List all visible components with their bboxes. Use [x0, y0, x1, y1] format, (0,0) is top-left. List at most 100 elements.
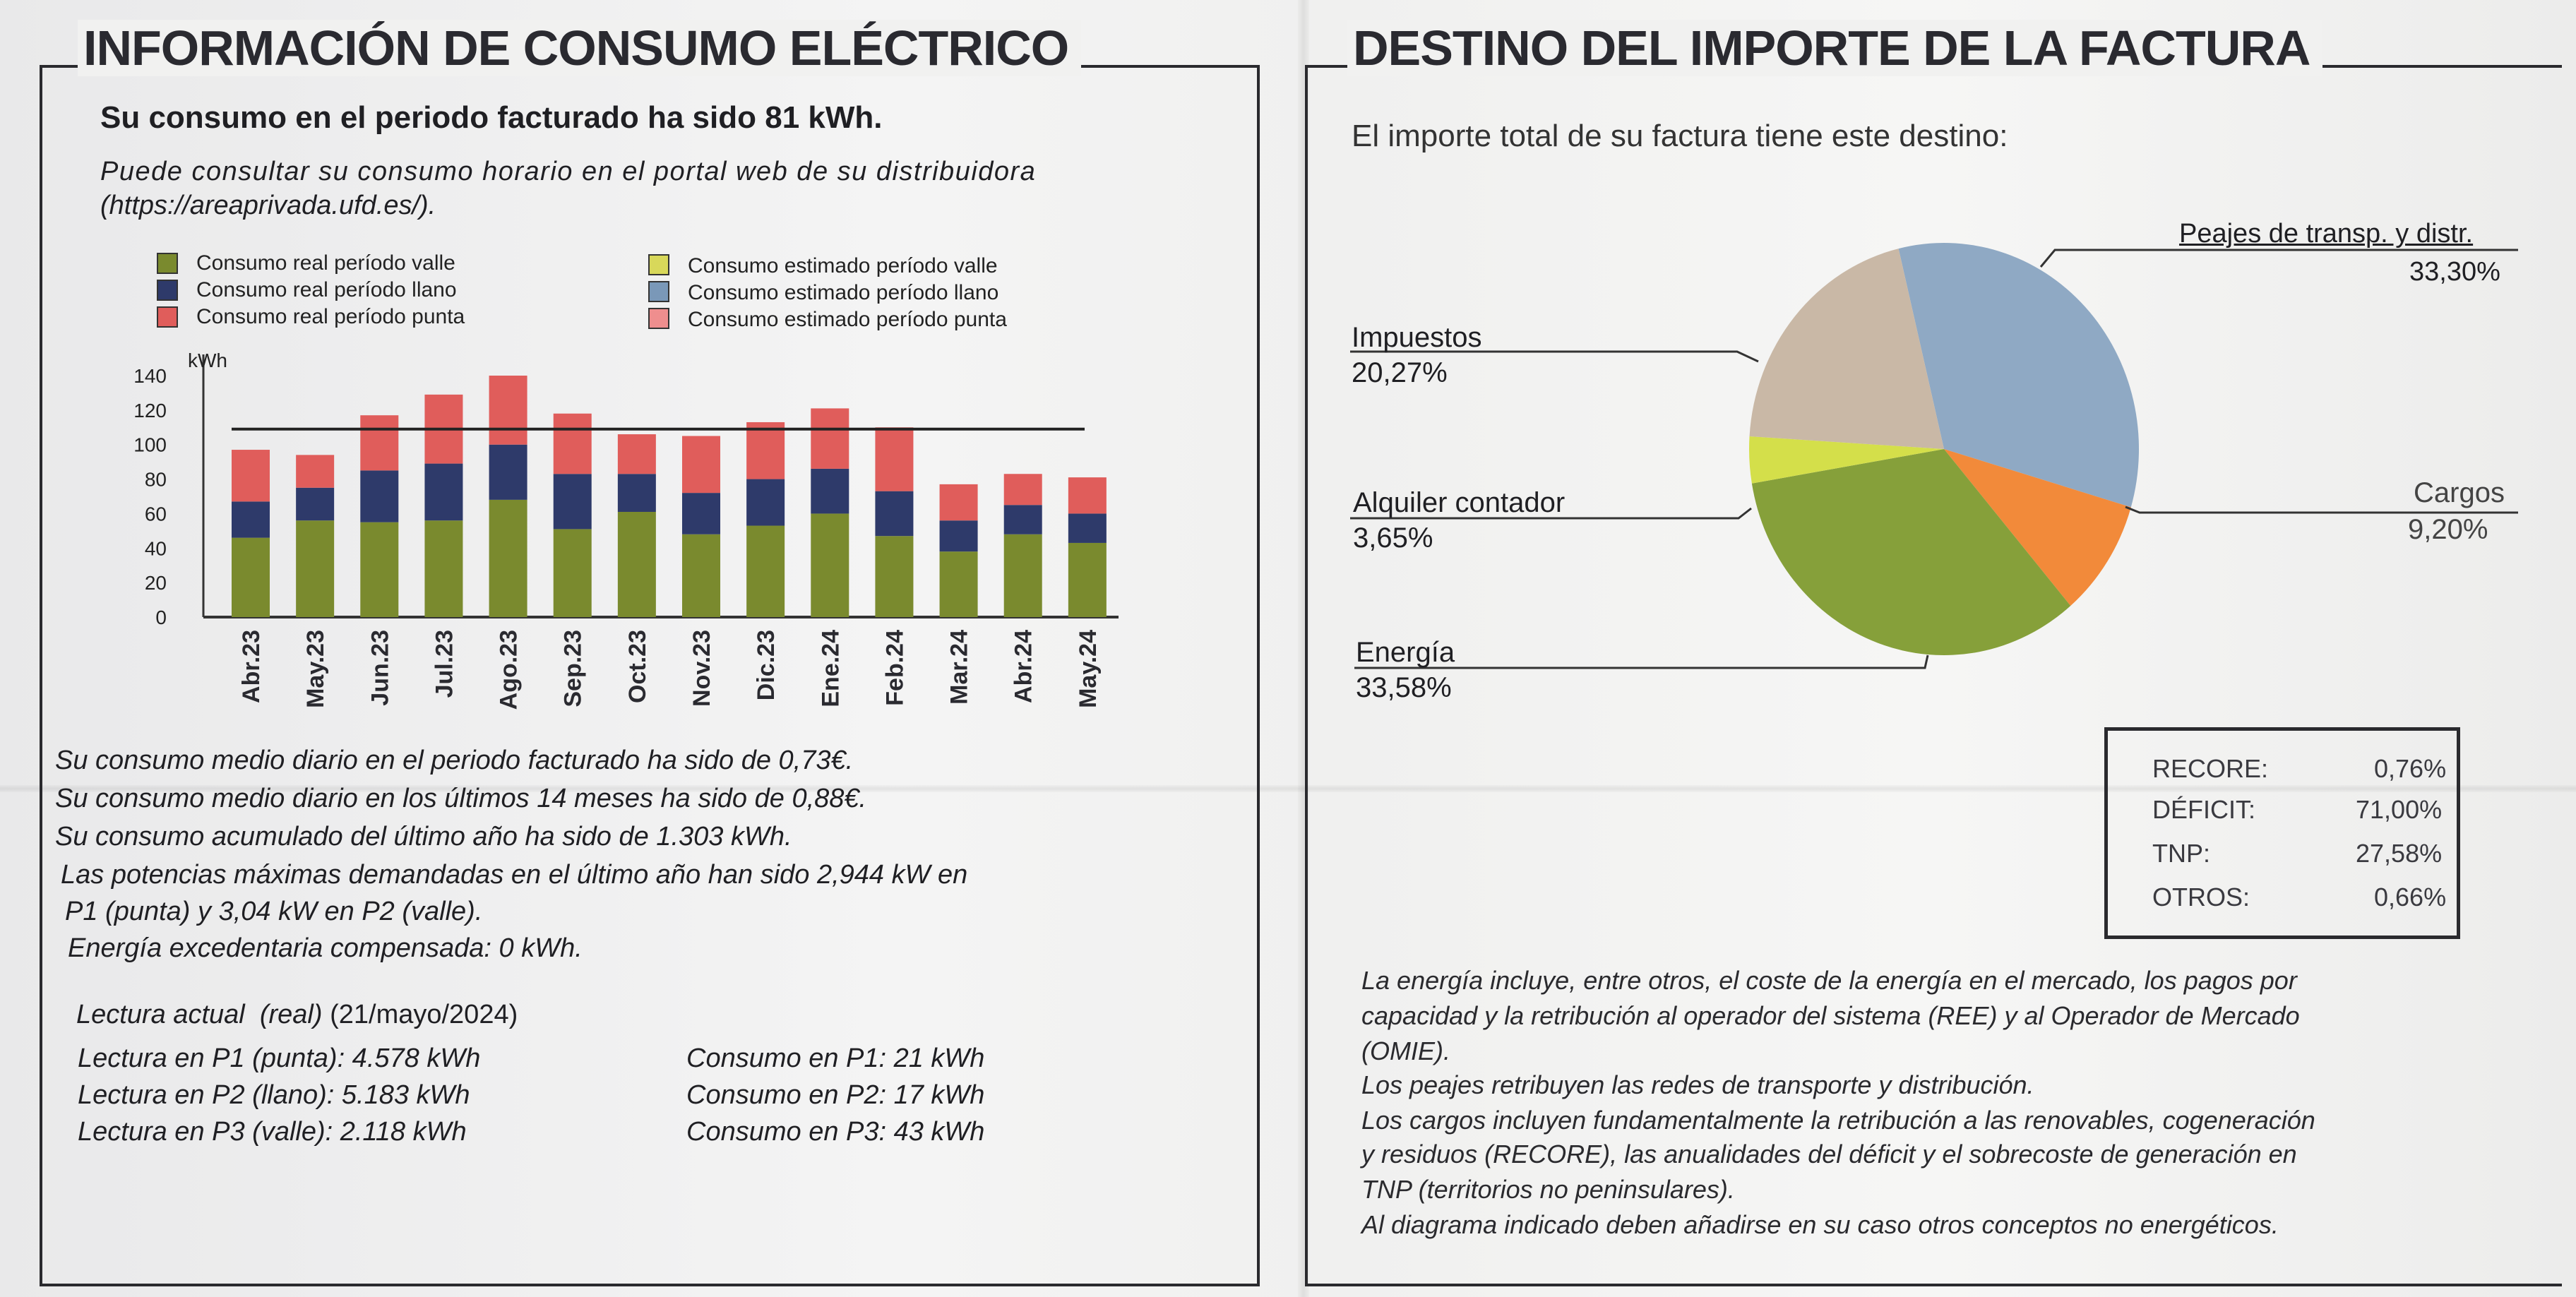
bar-chart-labels: kWh 0 20 40 60 80 100 120 140 Abr.23 May.23 Jun.23 J…: [133, 349, 1102, 710]
pie-label-cargos: Cargos: [2414, 477, 2505, 508]
x-tick-label: May.23: [302, 630, 329, 708]
consumption-title: INFORMACIÓN DE CONSUMO ELÉCTRICO: [78, 20, 1082, 76]
bar-segment: [360, 415, 399, 471]
legend-real-llano: Consumo real período llano: [196, 278, 457, 301]
leader-energia: [1354, 655, 1929, 669]
legend-est-llano: Consumo estimado período llano: [688, 281, 999, 304]
consumption-p1: Consumo en P1: 21 kWh: [686, 1044, 985, 1073]
bar-segment: [489, 499, 527, 617]
x-tick-label: Mar.24: [946, 630, 973, 705]
x-tick-label: Dic.23: [753, 630, 780, 700]
legend-swatch-est-punta: [648, 308, 669, 329]
legend-swatch-est-llano: [648, 281, 669, 302]
breakdown-value-otros: 0,66%: [2374, 883, 2447, 912]
x-tick-label: Oct.23: [624, 630, 651, 703]
breakdown-value-deficit: 71,00%: [2356, 795, 2443, 824]
bar-segment: [296, 455, 335, 488]
portal-text-line2[interactable]: (https://areaprivada.ufd.es/).: [100, 191, 436, 220]
note-line: capacidad y la retribución al operador d…: [1361, 1001, 2300, 1030]
consumption-summary: Su consumo en el periodo facturado ha si…: [100, 100, 883, 135]
note-line: (OMIE).: [1361, 1036, 1450, 1065]
x-tick-label: Nov.23: [688, 630, 715, 707]
bar-chart-bars: [232, 376, 1107, 617]
bar-segment: [811, 513, 849, 617]
pie-slice-alquiler: [1748, 436, 1944, 484]
bar-segment: [617, 434, 656, 474]
x-tick-label: Jun.23: [366, 630, 393, 706]
bar-segment: [489, 376, 527, 445]
x-tick-label: Ene.24: [817, 630, 844, 707]
bar-segment: [232, 501, 270, 538]
bar-segment: [360, 470, 399, 522]
consumption-p3: Consumo en P3: 43 kWh: [686, 1117, 985, 1147]
pie-pct-cargos: 9,20%: [2408, 514, 2488, 545]
note-line: La energía incluye, entre otros, el cost…: [1361, 966, 2297, 995]
bar-segment: [1003, 534, 1042, 617]
reading-p1: Lectura en P1 (punta): 4.578 kWh: [78, 1044, 481, 1073]
pie-label-peajes: Peajes de transp. y distr.: [2179, 219, 2474, 249]
x-tick-label: Sep.23: [560, 630, 587, 707]
y-tick-label: 20: [145, 572, 167, 594]
stat-line: Energía excedentaria compensada: 0 kWh.: [68, 933, 583, 963]
pie-leader-lines: [1350, 249, 2518, 669]
y-tick-label: 120: [133, 400, 167, 422]
bar-segment: [553, 474, 592, 530]
leader-peajes: [2039, 249, 2518, 268]
reading-date: (21/mayo/2024): [330, 1000, 518, 1029]
pie-pct-impuestos: 20,27%: [1352, 357, 1448, 388]
stat-line: Las potencias máximas demandadas en el ú…: [61, 860, 968, 890]
y-tick-label: 60: [145, 503, 167, 525]
reading-p2: Lectura en P2 (llano): 5.183 kWh: [78, 1080, 470, 1110]
bar-segment: [296, 487, 335, 521]
reading-header: Lectura actual (real) (21/mayo/2024): [76, 1000, 518, 1030]
pie-slice-impuestos: [1749, 249, 1944, 449]
consumption-p2: Consumo en P2: 17 kWh: [686, 1080, 985, 1110]
y-tick-label: 40: [145, 537, 167, 559]
legend-swatch-real-llano: [157, 280, 178, 301]
y-tick-label: 140: [133, 365, 167, 387]
breakdown-value-tnp: 27,58%: [2356, 839, 2443, 868]
x-tick-label: Abr.24: [1010, 630, 1037, 703]
bar-segment: [424, 463, 463, 521]
bar-segment: [232, 450, 270, 502]
reading-type: (real): [259, 1000, 323, 1029]
bar-segment: [811, 468, 849, 514]
stat-line: Su consumo medio diario en el periodo fa…: [55, 746, 854, 775]
breakdown-label-recore: RECORE:: [2152, 754, 2269, 783]
bar-segment: [746, 422, 785, 479]
bar-segment: [682, 493, 720, 534]
bar-segment: [489, 444, 527, 500]
pie-label-energia: Energía: [1356, 637, 1455, 668]
y-tick-label: 0: [155, 606, 167, 628]
bar-segment: [360, 522, 399, 617]
bar-segment: [939, 484, 978, 521]
legend-real-valle: Consumo real período valle: [196, 251, 455, 275]
bar-segment: [1003, 505, 1042, 534]
bar-segment: [553, 413, 592, 474]
bar-segment: [1068, 542, 1107, 617]
x-tick-label: Abr.23: [238, 630, 265, 703]
y-axis-label: kWh: [188, 349, 227, 371]
pie-pct-alquiler: 3,65%: [1353, 522, 1433, 554]
paper-fold-horizontal: [0, 785, 2576, 792]
bar-segment: [939, 520, 978, 552]
bar-segment: [746, 525, 785, 617]
note-line: y residuos (RECORE), las anualidades del…: [1361, 1140, 2297, 1169]
breakdown-label-otros: OTROS:: [2152, 883, 2250, 912]
y-tick-label: 80: [145, 469, 167, 491]
destination-pie-chart: [1350, 243, 2518, 669]
consumption-bar-chart: kWh 0 20 40 60 80 100 120 140 Abr.23 May.23 Jun.23 J…: [133, 349, 1119, 710]
pie-slice-peajes: [1898, 243, 2139, 508]
legend-swatch-real-valle: [157, 253, 178, 274]
pie-slice-cargos: [1944, 449, 2131, 606]
bar-segment: [617, 511, 656, 617]
reading-title: Lectura actual: [76, 1000, 245, 1029]
leader-alquiler: [1350, 507, 1752, 520]
bar-segment: [875, 536, 914, 617]
bar-segment: [682, 436, 720, 494]
bar-segment: [1068, 513, 1107, 543]
bar-segment: [553, 529, 592, 617]
pie-label-alquiler: Alquiler contador: [1353, 487, 1566, 518]
x-tick-label: Ago.23: [496, 630, 523, 710]
